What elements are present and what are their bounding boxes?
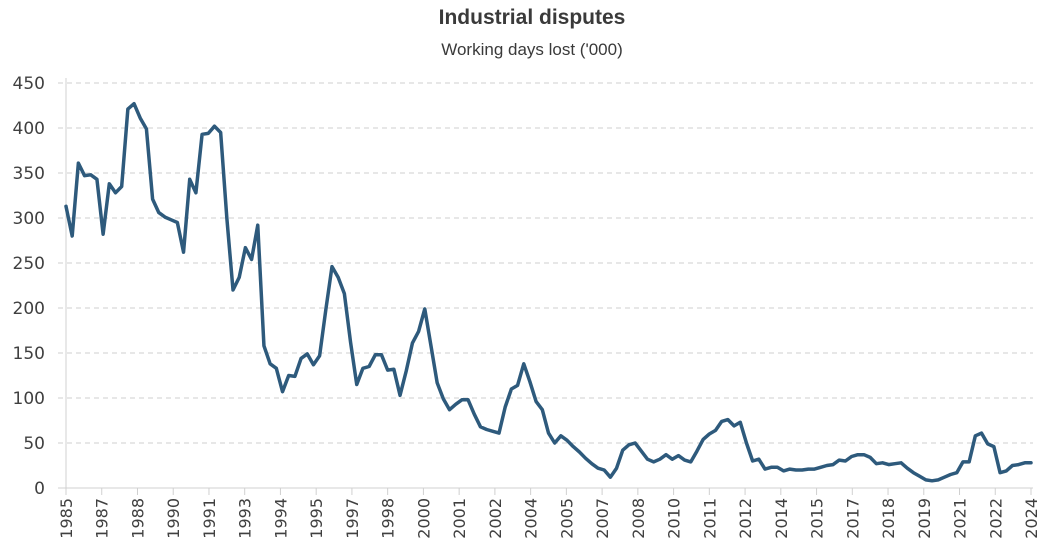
x-tick-label: 2004 <box>522 498 541 539</box>
x-tick-label: 1997 <box>343 498 362 539</box>
x-tick-label: 2021 <box>951 498 970 539</box>
x-tick-label: 2007 <box>593 498 612 539</box>
x-axis-ticks: 1985 1987 1988 1990 1991 1993 1994 1995 1997 1998… <box>57 488 1041 539</box>
x-tick-label: 2012 <box>736 498 755 539</box>
x-tick-label: 1994 <box>271 498 290 539</box>
x-tick-label: 1985 <box>57 498 76 539</box>
x-tick-label: 1987 <box>93 498 112 539</box>
y-tick-label: 150 <box>13 344 45 364</box>
y-tick-label: 450 <box>13 74 45 94</box>
x-tick-label: 2018 <box>879 498 898 539</box>
x-tick-label: 1990 <box>164 498 183 539</box>
y-tick-label: 250 <box>13 254 45 274</box>
y-tick-label: 50 <box>23 434 45 454</box>
x-tick-label: 1995 <box>307 498 326 539</box>
x-tick-label: 2024 <box>1022 498 1041 539</box>
y-tick-label: 350 <box>13 164 45 184</box>
y-tick-label: 100 <box>13 389 45 409</box>
x-tick-label: 2019 <box>915 498 934 539</box>
x-tick-label: 2011 <box>700 498 719 539</box>
x-tick-label: 2022 <box>986 498 1005 539</box>
x-tick-label: 2005 <box>557 498 576 539</box>
y-tick-label: 300 <box>13 209 45 229</box>
axes <box>58 78 1033 489</box>
x-tick-label: 1991 <box>200 498 219 539</box>
x-tick-label: 1993 <box>236 498 255 539</box>
chart-title: Industrial disputes <box>438 6 626 29</box>
x-tick-label: 2014 <box>772 498 791 539</box>
y-tick-label: 0 <box>34 479 45 499</box>
series-group <box>64 101 1033 483</box>
chart-subtitle: Working days lost ('000) <box>441 40 623 59</box>
y-axis-ticks: 0 50 100 150 200 250 300 350 400 450 <box>13 74 45 499</box>
x-tick-label: 2000 <box>414 498 433 539</box>
x-tick-label: 2017 <box>843 498 862 539</box>
y-tick-label: 400 <box>13 119 45 139</box>
x-tick-label: 2001 <box>450 498 469 539</box>
series-line <box>64 101 1033 483</box>
x-tick-label: 2015 <box>808 498 827 539</box>
x-tick-label: 1988 <box>128 498 147 539</box>
y-tick-label: 200 <box>13 299 45 319</box>
x-tick-label: 2010 <box>665 498 684 539</box>
x-tick-label: 2008 <box>629 498 648 539</box>
gridlines <box>58 82 1033 444</box>
x-tick-label: 1998 <box>379 498 398 539</box>
x-tick-label: 2002 <box>486 498 505 539</box>
